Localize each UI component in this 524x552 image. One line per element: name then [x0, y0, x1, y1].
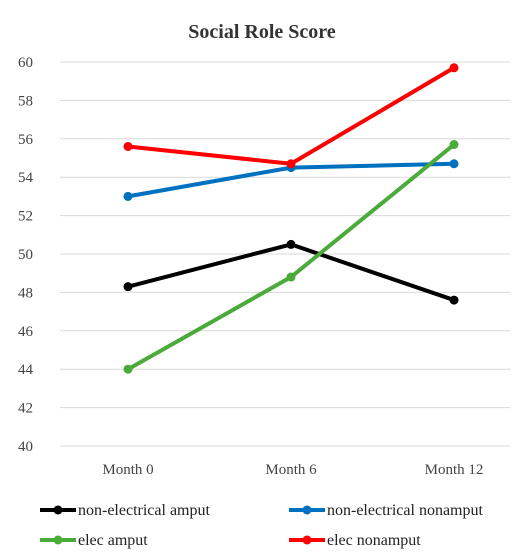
- legend-swatch-marker: [53, 505, 63, 515]
- series-0: [123, 239, 459, 305]
- legend-item: elec nonamput: [289, 532, 421, 549]
- series-3: [123, 63, 459, 169]
- data-point: [449, 63, 459, 73]
- y-tick-label: 58: [18, 93, 33, 109]
- legend-item: non-electrical nonamput: [289, 502, 483, 519]
- y-tick-label: 46: [18, 324, 34, 340]
- data-point: [449, 159, 459, 169]
- gridlines: [60, 61, 510, 447]
- y-tick-label: 42: [18, 401, 33, 417]
- legend-label: non-electrical amput: [78, 502, 210, 519]
- y-tick-label: 56: [18, 132, 34, 148]
- series-line: [126, 242, 456, 303]
- x-tick-label: Month 12: [425, 462, 484, 478]
- series-lines: [123, 63, 459, 374]
- data-point: [123, 141, 133, 151]
- data-point: [286, 239, 296, 249]
- y-tick-label: 50: [18, 247, 33, 263]
- y-axis-tick-labels: 40 42 44 46 48 50 52 54 56 58 60: [18, 55, 34, 455]
- x-tick-label: Month 6: [265, 462, 317, 478]
- y-tick-label: 54: [18, 170, 34, 186]
- series-line: [126, 142, 456, 372]
- y-tick-label: 40: [18, 439, 33, 455]
- legend-item: elec amput: [40, 532, 148, 549]
- y-tick-label: 60: [18, 55, 33, 71]
- y-tick-label: 44: [18, 362, 34, 378]
- legend-item: non-electrical amput: [40, 502, 210, 519]
- series-2: [123, 140, 459, 374]
- y-tick-label: 48: [18, 285, 33, 301]
- legend: non-electrical amput non-electrical nonam…: [40, 502, 483, 549]
- y-tick-label: 52: [18, 209, 33, 225]
- legend-swatch-marker: [302, 505, 312, 515]
- data-point: [449, 140, 459, 150]
- data-point: [286, 272, 296, 282]
- data-point: [123, 282, 133, 292]
- legend-swatch-marker: [302, 535, 312, 545]
- data-point: [286, 159, 296, 169]
- x-tick-label: Month 0: [102, 462, 153, 478]
- legend-label: elec nonamput: [327, 532, 421, 549]
- legend-label: non-electrical nonamput: [327, 502, 483, 519]
- chart-title: Social Role Score: [188, 21, 336, 43]
- x-axis-tick-labels: Month 0 Month 6 Month 12: [102, 462, 483, 478]
- series-line: [126, 65, 456, 166]
- data-point: [123, 191, 133, 201]
- legend-label: elec amput: [78, 532, 148, 549]
- data-point: [449, 295, 459, 305]
- legend-swatch-marker: [53, 535, 63, 545]
- data-point: [123, 364, 133, 374]
